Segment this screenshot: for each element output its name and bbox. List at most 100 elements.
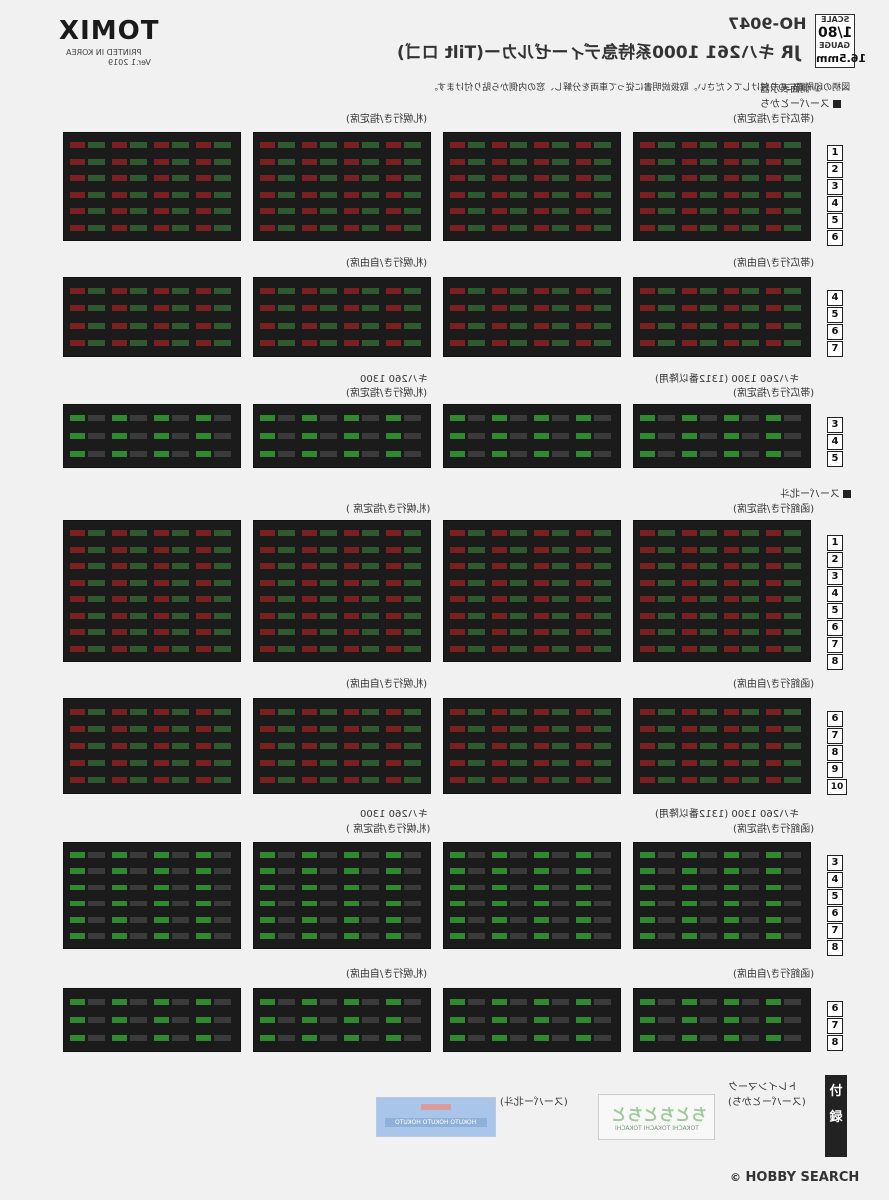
product-code: HO-9047 [728, 14, 806, 33]
decal-panel [443, 132, 621, 241]
brand-logo: TOMIX [58, 16, 158, 46]
scale-gauge-box: SCALE 1/80 GAUGE 16.5mm [815, 14, 866, 68]
car-number: 4 [827, 872, 843, 888]
decal-panel [63, 988, 241, 1052]
decal-panel [443, 404, 621, 468]
label-text: (函館行き/自由席) [733, 969, 815, 980]
car-number: 5 [827, 603, 843, 619]
decal-panel [253, 520, 431, 662]
label-text: キハ260 1300 [360, 374, 428, 385]
decal-panel [633, 520, 811, 662]
decal-panel [253, 404, 431, 468]
gauge-value-text: 16.5mm [816, 52, 867, 65]
label-text: (札幌行き/指定席) [346, 388, 428, 399]
car-number: 8 [827, 940, 843, 956]
label-obihiro-reserved-2: (帯広行き/指定席) [733, 384, 814, 399]
train-mark-tokachi: ちとちとちと TOKACHI TOKACHI TOKACHI [598, 1094, 715, 1140]
car-number: 4 [827, 434, 843, 450]
gauge-value: 16.5mm [816, 51, 866, 67]
appendix-hokuto-label: (スーパー北斗) [500, 1093, 568, 1108]
label-text: キハ260 1300 [360, 809, 428, 820]
decal-panel [443, 988, 621, 1052]
car-number: 2 [827, 162, 843, 178]
decal-panel [63, 698, 241, 794]
appendix-title: トレインマーク [728, 1078, 798, 1093]
decal-panel [633, 698, 811, 794]
decal-panel [63, 277, 241, 357]
car-number: 8 [827, 1035, 843, 1051]
label-hakodate-reserved-2: (函館行き/指定席) [733, 820, 814, 835]
decal-panel [63, 842, 241, 949]
label-text: (札幌行き/指定席) [346, 114, 428, 125]
car-number: 9 [827, 762, 843, 778]
label-sapporo-free-2: (札幌行き/自由席) [346, 675, 427, 690]
label-kiha260-2: キハ260 1300 [360, 805, 428, 820]
car-number: 4 [827, 290, 843, 306]
car-number: 6 [827, 620, 843, 636]
car-number: 3 [827, 417, 843, 433]
car-number-column: 1 2 3 4 5 6 7 8 [827, 530, 851, 670]
car-number: 3 [827, 179, 843, 195]
gauge-label-text: GAUGE [819, 41, 851, 50]
hobby-search-watermark: © HOBBY SEARCH [730, 1170, 859, 1185]
label-kiha260-1312: キハ260 1300 (1312番以降用) [655, 370, 799, 385]
label-text: キハ260 1300 (1312番以降用) [655, 374, 800, 385]
section-marker-icon [842, 490, 851, 498]
label-hakodate-free-1: (函館行き/自由席) [733, 675, 814, 690]
decal-panel [633, 988, 811, 1052]
car-number-column: 3 4 5 6 7 8 [827, 850, 851, 956]
car-number: 6 [827, 1001, 843, 1017]
car-number-column: 4 5 6 7 [827, 285, 851, 357]
sheet-title: JR キハ261 1000系特急ディーゼルカー(Tilt ロゴ) [340, 38, 800, 63]
section-super-tokachi: スーパーとかち [760, 95, 841, 110]
car-number: 7 [827, 341, 843, 357]
car-number: 5 [827, 213, 843, 229]
car-number: 6 [827, 324, 843, 340]
train-mark-hokuto: HOKUTO HOKUTO HOKUTO [376, 1097, 496, 1137]
label-text: (函館行き/指定席) [733, 504, 815, 515]
decal-panel [253, 132, 431, 241]
train-mark-tokachi-text: TOKACHI TOKACHI TOKACHI [605, 1125, 708, 1132]
sheet-title-text: JR キハ261 1000系特急ディーゼルカー(Tilt ロゴ) [396, 43, 800, 63]
car-number: 3 [827, 855, 843, 871]
label-text: (札幌行き/自由席) [346, 969, 428, 980]
label-kiha260: キハ260 1300 [360, 370, 428, 385]
label-hakodate-reserved-1: (函館行き/指定席) [733, 500, 814, 515]
appendix-tokachi-label: (スーパーとかち) [728, 1093, 806, 1108]
decal-panel [253, 988, 431, 1052]
version: Ver.1 2019 [108, 58, 151, 67]
decal-panel [253, 842, 431, 949]
label-sapporo-free-1: (札幌行き/自由席) [346, 254, 427, 269]
car-number: 5 [827, 451, 843, 467]
car-number: 10 [827, 779, 847, 795]
label-sapporo-reserved-1: (札幌行き/指定席) [346, 110, 427, 125]
decal-panel [633, 277, 811, 357]
watermark-text: HOBBY SEARCH [745, 1170, 860, 1185]
appendix-text: 付録 [829, 1084, 843, 1125]
label-text: キハ260 1300 (1312番以降用) [655, 809, 800, 820]
car-number-column: 3 4 5 [827, 412, 851, 467]
section-super-hokuto-text: スーパー北斗 [780, 489, 840, 500]
decal-panel [253, 698, 431, 794]
car-number-column: 1 2 3 4 5 6 [827, 140, 851, 246]
printed-in: PRINTED IN KOREA [66, 48, 141, 57]
scale-value: 1/80 [816, 25, 854, 41]
decal-panel [633, 404, 811, 468]
appendix-tokachi-text: (スーパーとかち) [728, 1097, 806, 1108]
car-number: 7 [827, 923, 843, 939]
train-mark-hokuto-text: HOKUTO HOKUTO HOKUTO [385, 1118, 487, 1127]
decal-panel [253, 277, 431, 357]
label-sapporo-reserved-2: (札幌行き/指定席) [346, 384, 427, 399]
appendix-hokuto-text: (スーパー北斗) [500, 1097, 568, 1108]
version-text: Ver.1 2019 [108, 58, 151, 67]
car-number-column: 6 7 8 9 10 [827, 706, 851, 795]
car-number: 7 [827, 637, 843, 653]
car-number: 8 [827, 745, 843, 761]
decal-panel [633, 842, 811, 949]
car-number: 6 [827, 711, 843, 727]
label-kiha260-1312-2: キハ260 1300 (1312番以降用) [655, 805, 799, 820]
label-text: (札幌行き/自由席) [346, 679, 428, 690]
car-number: 7 [827, 728, 843, 744]
label-sapporo-reserved-4: (札幌行き/指定席 ) [346, 820, 430, 835]
